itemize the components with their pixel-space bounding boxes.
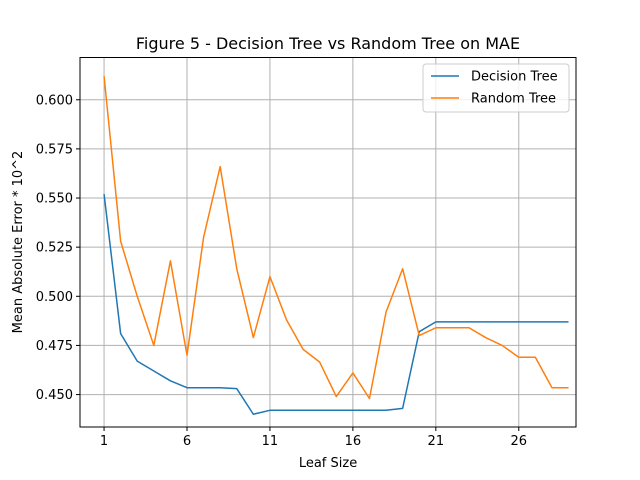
x-tick-label: 26 xyxy=(510,434,527,449)
x-tick-label: 16 xyxy=(345,434,362,449)
y-tick-label: 0.600 xyxy=(36,93,73,108)
y-tick-label: 0.500 xyxy=(36,290,73,305)
legend-label: Random Tree xyxy=(471,92,556,107)
legend-label: Decision Tree xyxy=(471,70,558,85)
y-tick-label: 0.475 xyxy=(36,339,73,354)
series-line-random-tree xyxy=(103,76,569,400)
chart-title: Figure 5 - Decision Tree vs Random Tree … xyxy=(136,34,520,53)
x-ticks: 1 6 11 16 21 26 xyxy=(100,427,527,449)
x-axis-label: Leaf Size xyxy=(299,456,357,471)
y-tick-label: 0.575 xyxy=(36,142,73,157)
x-tick-label: 1 xyxy=(100,434,108,449)
series-layer xyxy=(103,76,569,415)
y-tick-label: 0.525 xyxy=(36,241,73,256)
series-line-decision-tree xyxy=(103,194,569,415)
y-axis-label: Mean Absolute Error * 10^2 xyxy=(11,151,26,334)
x-tick-label: 21 xyxy=(428,434,445,449)
legend-box xyxy=(422,63,570,113)
y-tick-label: 0.450 xyxy=(36,388,73,403)
x-tick-label: 6 xyxy=(183,434,191,449)
legend: Decision Tree Random Tree xyxy=(422,63,570,113)
y-ticks: 0.450 0.475 0.500 0.525 0.550 0.575 0.600 xyxy=(36,93,80,403)
plot-frame xyxy=(79,57,577,428)
x-tick-label: 11 xyxy=(262,434,279,449)
y-tick-label: 0.550 xyxy=(36,192,73,207)
